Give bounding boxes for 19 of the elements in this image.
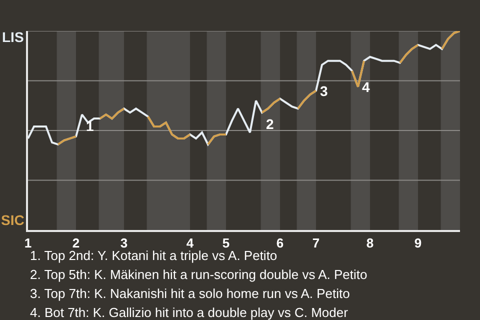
x-tick-label: 3	[120, 236, 128, 251]
text: LIS	[2, 29, 24, 45]
x-tick-label: 5	[222, 236, 230, 251]
annotation: 4	[362, 79, 370, 95]
x-tick-label: 2	[72, 236, 80, 251]
x-tick-label: 8	[366, 236, 374, 251]
x-tick-label: 6	[276, 236, 284, 251]
x-tick-label: 7	[312, 236, 320, 251]
x-tick-label: 9	[414, 236, 422, 251]
text: 1. Top 2nd: Y. Kotani hit a triple vs A. Petito	[30, 248, 278, 263]
text: 2. Top 5th: K. Mäkinen hit a run-scoring double vs A. Petito	[30, 267, 368, 282]
annotation: 1	[86, 118, 94, 134]
text: 4. Bot 7th: K. Gallizio hit into a double play vs C. Moder	[30, 305, 349, 320]
text: SIC	[1, 212, 24, 228]
annotation: 2	[266, 116, 274, 132]
annotation: 3	[320, 83, 328, 99]
x-tick-label: 4	[186, 236, 194, 251]
x-tick-label: 1	[24, 236, 32, 251]
text: 3. Top 7th: K. Nakanishi hit a solo home run vs A. Petito	[30, 286, 350, 301]
